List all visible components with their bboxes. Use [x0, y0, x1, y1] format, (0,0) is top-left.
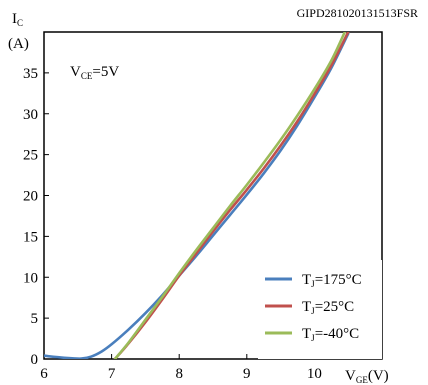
y-axis-label: IC [12, 11, 23, 28]
legend-label-value: =25°C [315, 299, 354, 315]
x-axis-label-subscript: GE [356, 375, 368, 385]
y-tick-label: 5 [31, 311, 39, 327]
legend-label-subscript: J [311, 279, 315, 289]
y-tick-label: 20 [23, 189, 38, 205]
legend: TJ=175°CTJ=25°CTJ=-40°C [258, 260, 382, 359]
legend-label-subscript: J [311, 306, 315, 316]
x-axis-label: VGE(V) [345, 368, 389, 385]
legend-label-main: T [302, 299, 311, 315]
legend-label-value: =-40°C [315, 326, 359, 342]
legend-label-subscript: J [311, 333, 315, 343]
legend-label-0: TJ=175°C [302, 272, 362, 289]
y-tick-label: 0 [31, 352, 39, 368]
axis-ticks: 6 7 8 9 10 0 5 10 15 20 25 30 35 [23, 66, 322, 382]
x-tick-label: 7 [108, 366, 116, 382]
legend-label-main: T [302, 326, 311, 342]
y-tick-label: 30 [23, 107, 38, 123]
legend-background [258, 260, 382, 359]
x-tick-label: 10 [307, 366, 322, 382]
x-tick-label: 6 [40, 366, 48, 382]
figure-code: GIPD281020131513FSR [297, 6, 418, 20]
legend-label-2: TJ=-40°C [302, 326, 359, 343]
y-tick-label: 35 [23, 66, 38, 82]
y-tick-label: 15 [23, 229, 38, 245]
condition-annotation-main: V [70, 64, 81, 80]
x-tick-label: 8 [175, 366, 183, 382]
series-line-2 [113, 32, 347, 359]
legend-label-value: =175°C [315, 272, 362, 288]
series-lines [44, 32, 350, 359]
y-tick-label: 25 [23, 148, 38, 164]
legend-label-1: TJ=25°C [302, 299, 354, 316]
x-axis-label-unit: (V) [368, 368, 389, 384]
condition-annotation-subscript: CE [81, 71, 93, 81]
y-axis-unit: (A) [8, 36, 29, 52]
y-tick-label: 10 [23, 270, 38, 286]
series-line-1 [113, 32, 350, 359]
y-axis-label-main: I [12, 11, 17, 27]
condition-annotation-value: =5V [92, 64, 119, 80]
x-axis-label-main: V [345, 368, 356, 384]
condition-annotation: VCE=5V [70, 64, 119, 81]
legend-label-main: T [302, 272, 311, 288]
x-tick-label: 9 [243, 366, 251, 382]
y-axis-label-subscript: C [17, 18, 23, 28]
